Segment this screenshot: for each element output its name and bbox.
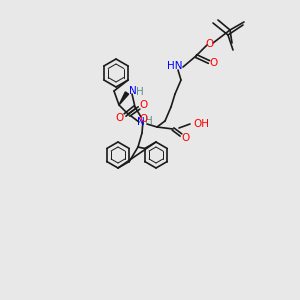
Text: H: H — [145, 116, 153, 126]
Text: HN: HN — [167, 61, 183, 71]
Text: O: O — [210, 58, 218, 68]
Text: N: N — [129, 86, 137, 96]
Text: O: O — [116, 113, 124, 123]
Polygon shape — [119, 92, 129, 105]
Text: O: O — [139, 100, 147, 110]
Text: N: N — [137, 117, 145, 127]
Text: O: O — [181, 133, 189, 143]
Text: O: O — [206, 39, 214, 49]
Text: OH: OH — [193, 119, 209, 129]
Text: O: O — [140, 114, 148, 124]
Text: H: H — [136, 87, 144, 97]
